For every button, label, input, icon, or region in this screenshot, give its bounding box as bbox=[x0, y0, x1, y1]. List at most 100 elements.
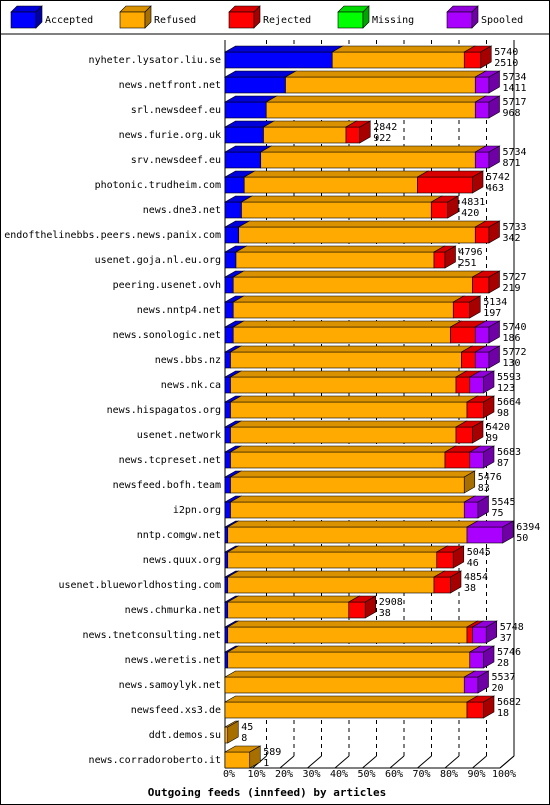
bar-segment bbox=[331, 51, 465, 69]
total-value-label: 5734 bbox=[503, 147, 527, 158]
bar-segment-side bbox=[488, 270, 500, 294]
accepted-value-label: 2510 bbox=[494, 58, 518, 69]
bar-segment bbox=[265, 101, 476, 119]
x-tick-label: 40% bbox=[330, 769, 348, 780]
legend-swatch bbox=[446, 11, 473, 29]
category-label: peering.usenet.ovh bbox=[113, 280, 221, 291]
accepted-value-label: 38 bbox=[379, 608, 391, 619]
category-label: ddt.demos.su bbox=[149, 730, 221, 741]
bar-group bbox=[223, 470, 476, 494]
bar-segment-top bbox=[229, 420, 468, 428]
bar-segment-side bbox=[364, 595, 377, 619]
bar-segment-side bbox=[477, 670, 489, 694]
bar-group bbox=[223, 570, 463, 594]
legend-swatch-side bbox=[471, 5, 479, 29]
bar-segment bbox=[348, 601, 366, 619]
accepted-value-label: 75 bbox=[492, 508, 504, 519]
bar-segment bbox=[224, 251, 237, 269]
total-value-label: 5746 bbox=[497, 647, 521, 658]
bar-segment bbox=[230, 451, 446, 469]
bar-group bbox=[223, 220, 501, 244]
bar-group bbox=[223, 370, 496, 394]
legend-swatch-side bbox=[35, 5, 43, 29]
total-value-label: 5682 bbox=[497, 697, 521, 708]
bar-segment-side bbox=[477, 495, 489, 519]
accepted-value-label: 463 bbox=[486, 183, 504, 194]
bar-segment-side bbox=[463, 470, 476, 494]
bar-segment bbox=[224, 426, 231, 444]
bar-segment bbox=[263, 126, 347, 144]
bar-segment-top bbox=[240, 195, 443, 203]
bar-segment-top bbox=[226, 570, 446, 578]
accepted-value-label: 20 bbox=[492, 683, 504, 694]
bar-segment bbox=[474, 351, 490, 369]
bar-segment bbox=[224, 726, 229, 744]
gridline-depth bbox=[307, 755, 322, 769]
bar-segment bbox=[224, 176, 245, 194]
category-label: photonic.trudheim.com bbox=[95, 180, 221, 191]
bar-segment bbox=[469, 651, 484, 669]
accepted-value-label: 89 bbox=[486, 433, 498, 444]
bar-segment bbox=[224, 751, 251, 769]
total-value-label: 5537 bbox=[492, 672, 516, 683]
category-label: news.bbs.nz bbox=[155, 355, 221, 366]
bar-segment bbox=[224, 226, 240, 244]
legend-label: Refused bbox=[154, 15, 196, 26]
legend-item-accepted: Accepted bbox=[10, 5, 93, 29]
bar-segment bbox=[224, 326, 234, 344]
category-label: srl.newsdeef.eu bbox=[131, 105, 221, 116]
legend-swatch-side bbox=[253, 5, 261, 29]
bar-segment-side bbox=[480, 45, 492, 69]
bar-segment bbox=[433, 251, 446, 269]
bar-group bbox=[223, 95, 501, 119]
accepted-value-label: 123 bbox=[497, 383, 515, 394]
total-value-label: 5734 bbox=[503, 72, 527, 83]
legend-label: Accepted bbox=[45, 15, 93, 26]
bar-group bbox=[223, 345, 501, 369]
bar-group bbox=[223, 520, 515, 544]
accepted-value-label: 38 bbox=[464, 583, 476, 594]
bar-segment bbox=[450, 326, 476, 344]
bar-segment bbox=[466, 526, 504, 544]
bar-segment bbox=[230, 501, 465, 519]
legend-item-spooled: Spooled bbox=[446, 5, 523, 29]
bar-segment bbox=[430, 201, 449, 219]
bar-segment-side bbox=[472, 420, 484, 444]
gridline-depth bbox=[334, 755, 350, 769]
bar-segment bbox=[436, 551, 454, 569]
bar-segment bbox=[472, 276, 490, 294]
bar-segment-top bbox=[223, 45, 344, 53]
total-value-label: 5772 bbox=[503, 347, 527, 358]
bar-segment-side bbox=[469, 295, 481, 319]
bar-segment bbox=[285, 76, 476, 94]
legend-swatch bbox=[119, 11, 146, 29]
accepted-value-label: 968 bbox=[503, 108, 521, 119]
total-value-label: 5740 bbox=[503, 322, 527, 333]
accepted-value-label: 420 bbox=[461, 208, 479, 219]
legend-label: Rejected bbox=[263, 15, 311, 26]
bar-segment-side bbox=[472, 170, 484, 194]
total-value-label: 5545 bbox=[492, 497, 516, 508]
bar-segment bbox=[227, 601, 350, 619]
total-value-label: 5740 bbox=[494, 47, 518, 58]
bar-segment bbox=[260, 151, 476, 169]
bar-group bbox=[223, 595, 377, 619]
accepted-value-label: 342 bbox=[503, 233, 521, 244]
bar-group bbox=[223, 420, 485, 444]
bar-segment bbox=[224, 651, 229, 669]
bar-segment-top bbox=[416, 170, 485, 178]
x-tick-label: 80% bbox=[440, 769, 458, 780]
total-value-label: 4831 bbox=[461, 197, 485, 208]
bar-segment bbox=[230, 376, 457, 394]
category-label: nntp.comgw.net bbox=[137, 530, 221, 541]
category-label: news.hispagatos.org bbox=[107, 405, 221, 416]
accepted-value-label: 922 bbox=[373, 133, 391, 144]
bar-segment-top bbox=[232, 270, 485, 278]
accepted-value-label: 37 bbox=[500, 633, 512, 644]
bar-group bbox=[223, 720, 240, 744]
category-label: endofthelinebbs.peers.news.panix.com bbox=[4, 230, 221, 241]
accepted-value-label: 197 bbox=[483, 308, 501, 319]
bar-segment bbox=[224, 201, 242, 219]
bar-segment bbox=[232, 301, 454, 319]
